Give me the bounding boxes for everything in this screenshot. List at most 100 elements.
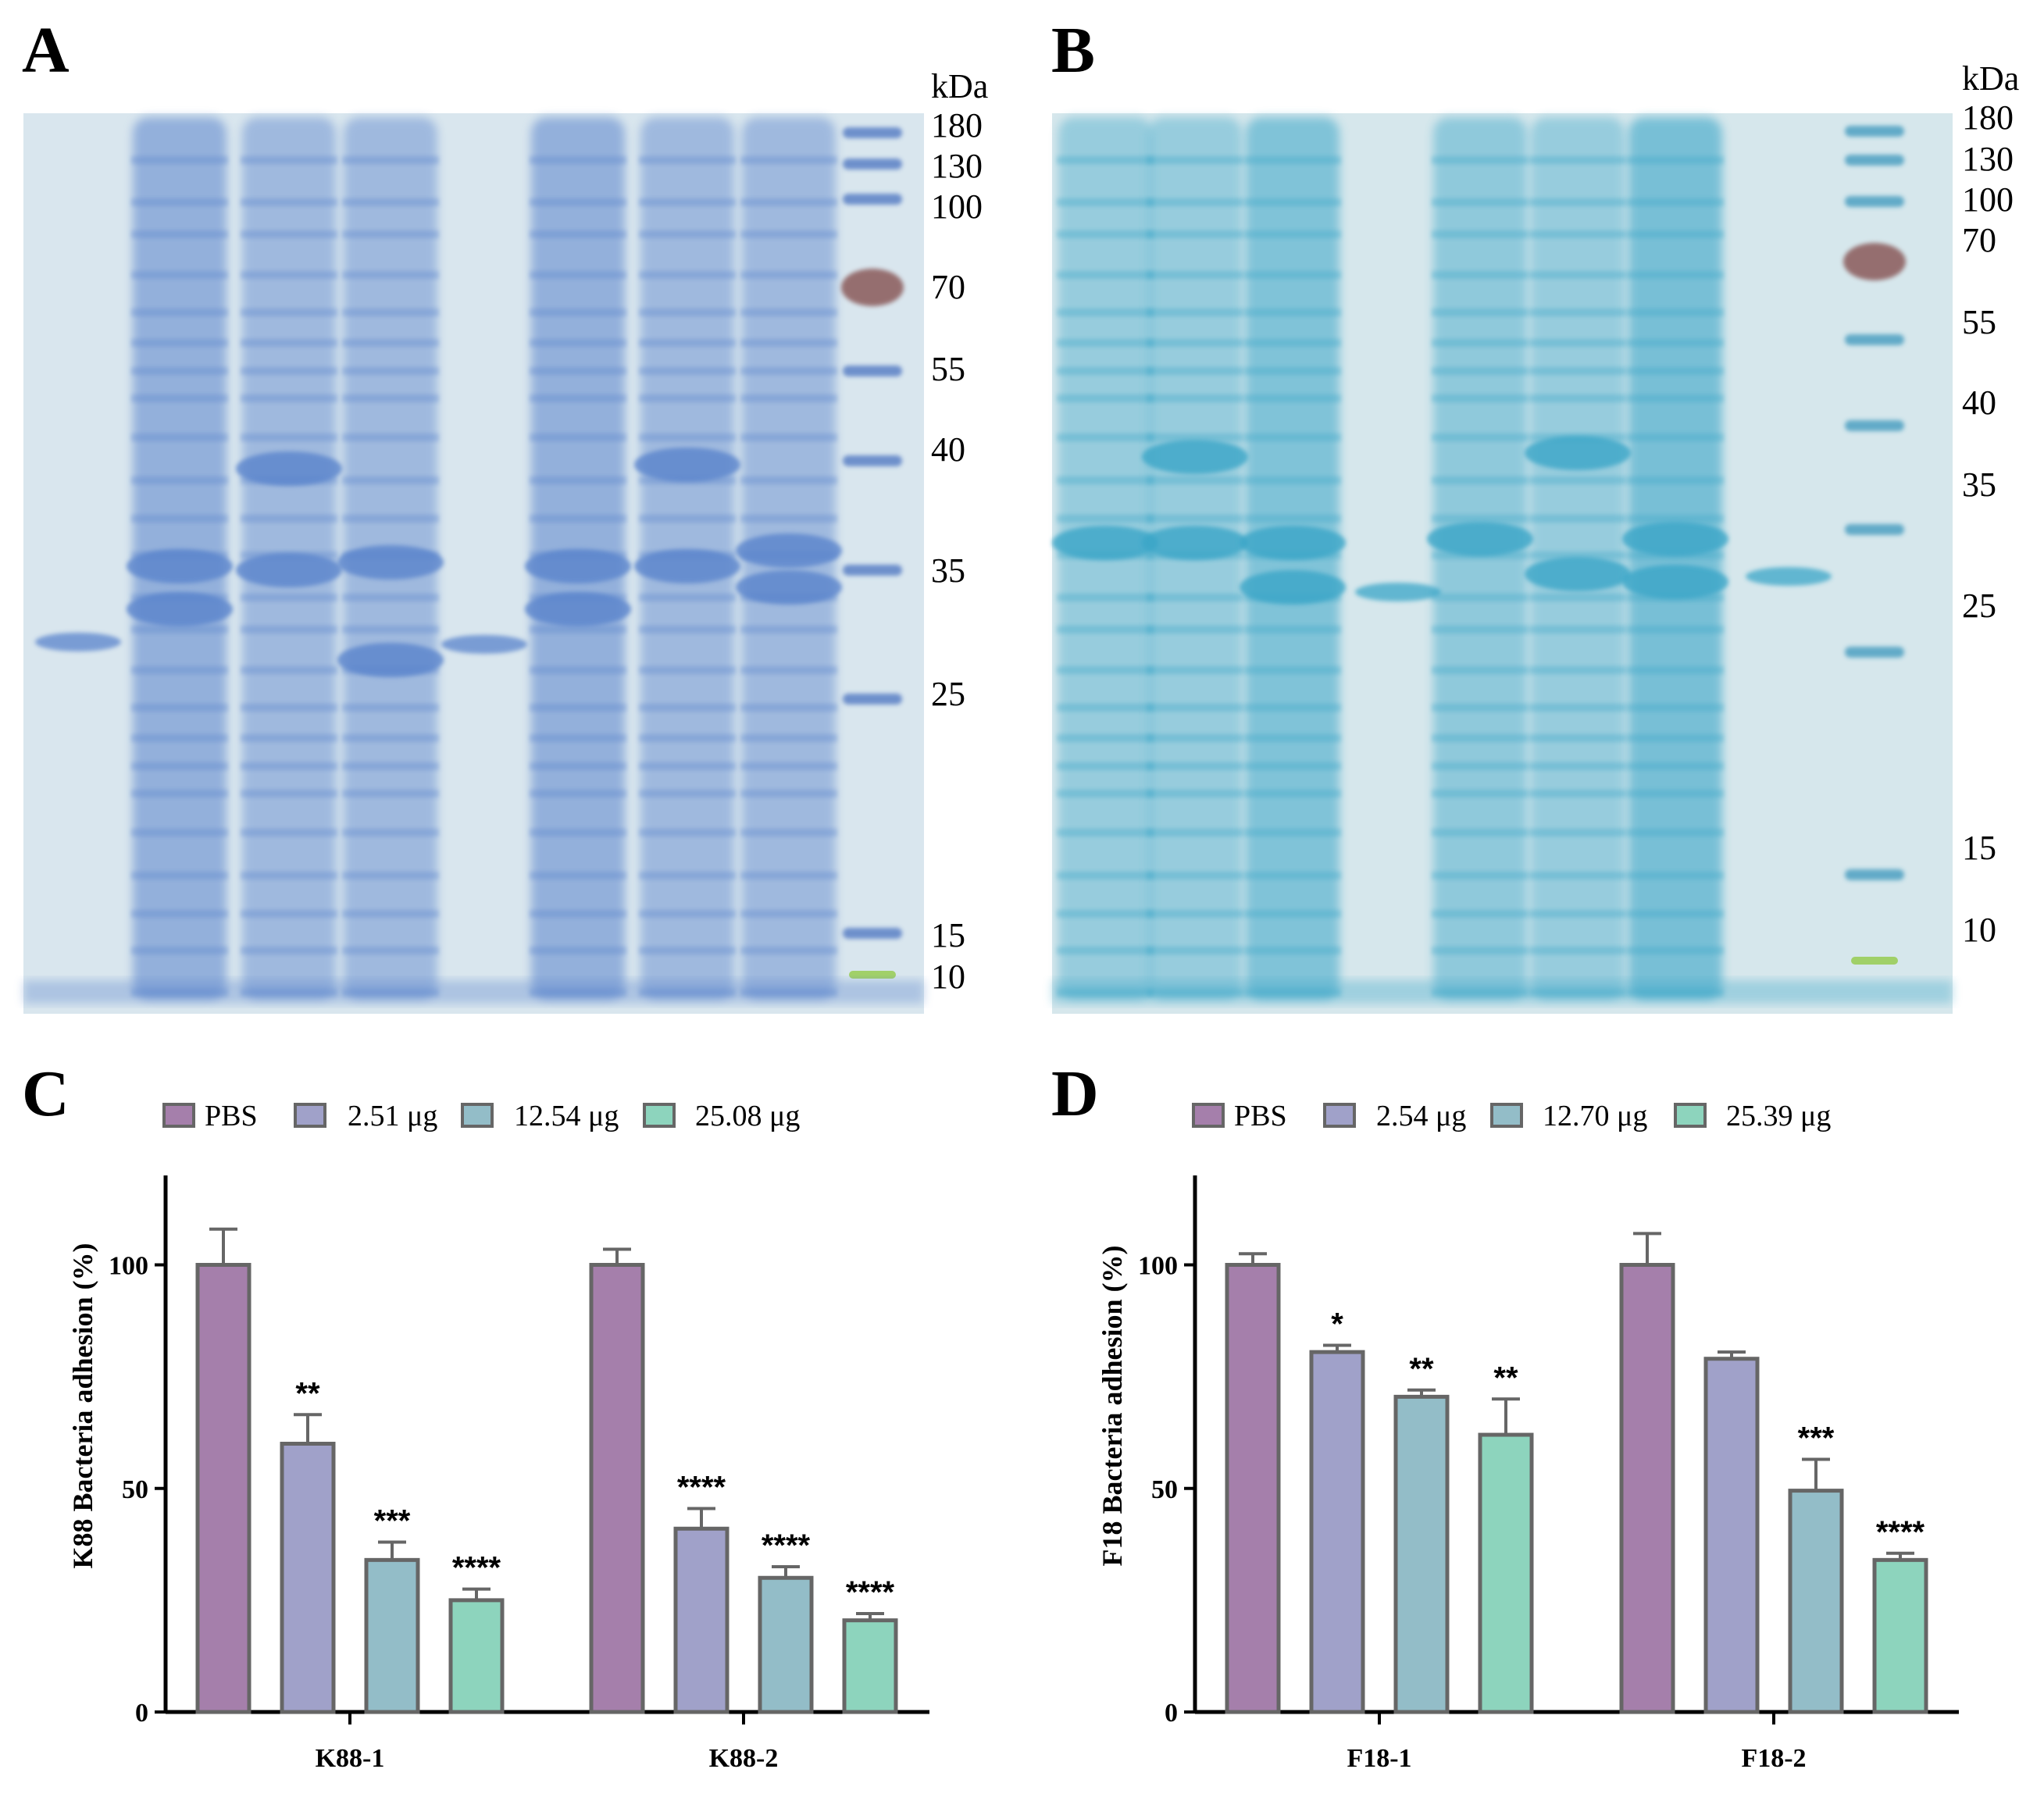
gel-band xyxy=(131,476,228,484)
gel-band xyxy=(1529,762,1626,770)
gel-band xyxy=(1627,829,1724,836)
chart-c: PBS 2.51 μg 12.54 μg 25.08 μg K88 Bacter… xyxy=(67,1100,929,1773)
gel-band xyxy=(740,367,837,375)
gel-band xyxy=(740,339,837,347)
legend-label-low: 2.51 μg xyxy=(348,1100,437,1132)
legend-label-high: 25.08 μg xyxy=(695,1100,800,1132)
gel-band xyxy=(131,829,228,836)
gel-band xyxy=(740,829,837,836)
y-tick-label: 0 xyxy=(135,1699,148,1728)
legend-swatch-mid xyxy=(461,1103,494,1128)
gel-band-strong xyxy=(337,643,444,677)
gel-band-strong xyxy=(1622,522,1728,556)
gel-band xyxy=(1057,394,1154,402)
gel-band-strong xyxy=(634,549,740,583)
gel-band xyxy=(342,515,439,523)
gel-band xyxy=(530,271,626,279)
gel-band xyxy=(342,367,439,375)
gel-band xyxy=(1529,947,1626,954)
gel-ladder-band xyxy=(1845,647,1904,658)
legend-label-mid: 12.54 μg xyxy=(514,1100,619,1132)
gel-band xyxy=(1244,515,1341,523)
gel-band xyxy=(1147,476,1243,484)
gel-a-marker-label: 55 xyxy=(931,350,965,388)
gel-band xyxy=(1627,271,1724,279)
gel-band xyxy=(1057,230,1154,238)
gel-band xyxy=(241,790,337,797)
gel-band xyxy=(1244,198,1341,206)
legend-swatch-pbs xyxy=(1192,1103,1225,1128)
gel-band xyxy=(1244,230,1341,238)
gel-band xyxy=(1147,666,1243,674)
gel-band xyxy=(342,198,439,206)
bar-251g-k88-1 xyxy=(280,1442,336,1714)
gel-band xyxy=(342,910,439,918)
bar-2539g-f18-1 xyxy=(1478,1432,1534,1714)
bar-2539g-f18-2 xyxy=(1872,1557,1928,1714)
gel-b-ladder-labels: kDa 180 130 100 70 55 40 35 25 15 10 xyxy=(1962,59,2019,949)
gel-band xyxy=(131,704,228,712)
gel-band xyxy=(1147,762,1243,770)
gel-band xyxy=(1244,947,1341,954)
gel-band xyxy=(1432,872,1529,879)
gel-ladder-band xyxy=(843,455,902,466)
gel-ladder-band xyxy=(843,159,902,169)
gel-band xyxy=(1529,594,1626,601)
gel-b-unit-label: kDa xyxy=(1962,59,2019,98)
gel-band xyxy=(1529,156,1626,164)
gel-band xyxy=(1627,790,1724,797)
gel-band xyxy=(1244,829,1341,836)
gel-band xyxy=(639,704,736,712)
gel-band xyxy=(530,762,626,770)
gel-band xyxy=(1147,394,1243,402)
gel-band xyxy=(342,271,439,279)
gel-band xyxy=(1057,666,1154,674)
gel-band xyxy=(1432,156,1529,164)
gel-band xyxy=(1147,594,1243,601)
gel-ladder-band xyxy=(1845,126,1904,137)
gel-band xyxy=(1432,910,1529,918)
legend-swatch-low xyxy=(294,1103,326,1128)
gel-band-strong xyxy=(634,448,740,482)
gel-band xyxy=(1627,910,1724,918)
gel-band-strong xyxy=(1525,436,1631,470)
gel-band xyxy=(1147,872,1243,879)
gel-band xyxy=(131,433,228,441)
gel-ladder-band xyxy=(843,366,902,376)
gel-a-marker-label: 35 xyxy=(931,551,965,590)
panel-letter-c: C xyxy=(22,1057,70,1130)
gel-b-marker-label: 70 xyxy=(1962,221,1996,259)
gel-band xyxy=(1432,339,1529,347)
gel-band xyxy=(1147,626,1243,633)
gel-band xyxy=(639,666,736,674)
gel-band-strong xyxy=(1427,522,1533,556)
bar-1254g-k88-2 xyxy=(758,1575,814,1714)
gel-b-marker-label: 130 xyxy=(1962,140,2014,178)
gel-band xyxy=(241,704,337,712)
gel-band xyxy=(1147,829,1243,836)
gel-band xyxy=(1147,156,1243,164)
gel-band xyxy=(1432,198,1529,206)
gel-band xyxy=(1432,829,1529,836)
gel-band xyxy=(1147,910,1243,918)
gel-band xyxy=(342,829,439,836)
gel-band xyxy=(1057,476,1154,484)
bar-pbs-f18-2 xyxy=(1619,1263,1675,1714)
gel-band xyxy=(241,947,337,954)
gel-band xyxy=(740,704,837,712)
gel-band xyxy=(1057,947,1154,954)
gel-band xyxy=(1147,704,1243,712)
gel-band xyxy=(342,947,439,954)
gel-band xyxy=(740,271,837,279)
gel-band-purified xyxy=(1746,567,1832,586)
gel-band xyxy=(1627,515,1724,523)
gel-band xyxy=(1147,339,1243,347)
gel-band xyxy=(1432,230,1529,238)
gel-band xyxy=(1529,872,1626,879)
gel-band xyxy=(1244,394,1341,402)
gel-b-marker-label: 15 xyxy=(1962,829,1996,867)
gel-band xyxy=(342,594,439,601)
gel-band xyxy=(1432,734,1529,742)
gel-dye-front xyxy=(23,980,924,1004)
gel-ladder-band-70 xyxy=(1843,243,1906,280)
